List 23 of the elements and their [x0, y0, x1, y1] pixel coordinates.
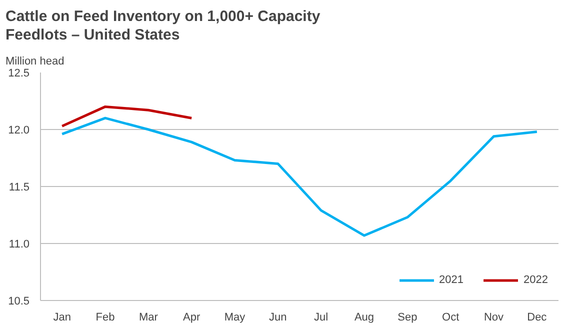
y-tick-label: 11.0	[8, 238, 30, 250]
x-tick-label: Feb	[96, 312, 115, 324]
x-tick-label: Mar	[138, 312, 158, 324]
x-tick-label: May	[224, 312, 246, 324]
line-series	[60, 105, 193, 128]
y-tick-label: 12.5	[8, 68, 30, 80]
x-tick-label: Jan	[53, 312, 71, 324]
x-tick-label: Nov	[484, 312, 504, 324]
legend-label: 2022	[524, 274, 548, 286]
y-axis-title: Million head	[6, 56, 64, 68]
x-tick-label: Jul	[314, 312, 328, 324]
x-tick-label: Aug	[354, 312, 374, 324]
y-tick-label: 12.0	[8, 124, 30, 136]
legend-label: 2021	[439, 274, 464, 286]
y-tick-label: 11.5	[8, 182, 30, 194]
x-tick-label: Oct	[442, 312, 460, 324]
y-tick-label: 10.5	[8, 296, 30, 308]
x-tick-label: Dec	[527, 312, 548, 324]
line-series	[60, 116, 538, 237]
x-tick-label: Sep	[398, 312, 418, 324]
chart-title: Cattle on Feed Inventory on 1,000+ Capacity Feedlots – United States	[6, 8, 321, 44]
x-tick-label: Jun	[269, 312, 287, 324]
x-tick-label: Apr	[183, 312, 200, 324]
